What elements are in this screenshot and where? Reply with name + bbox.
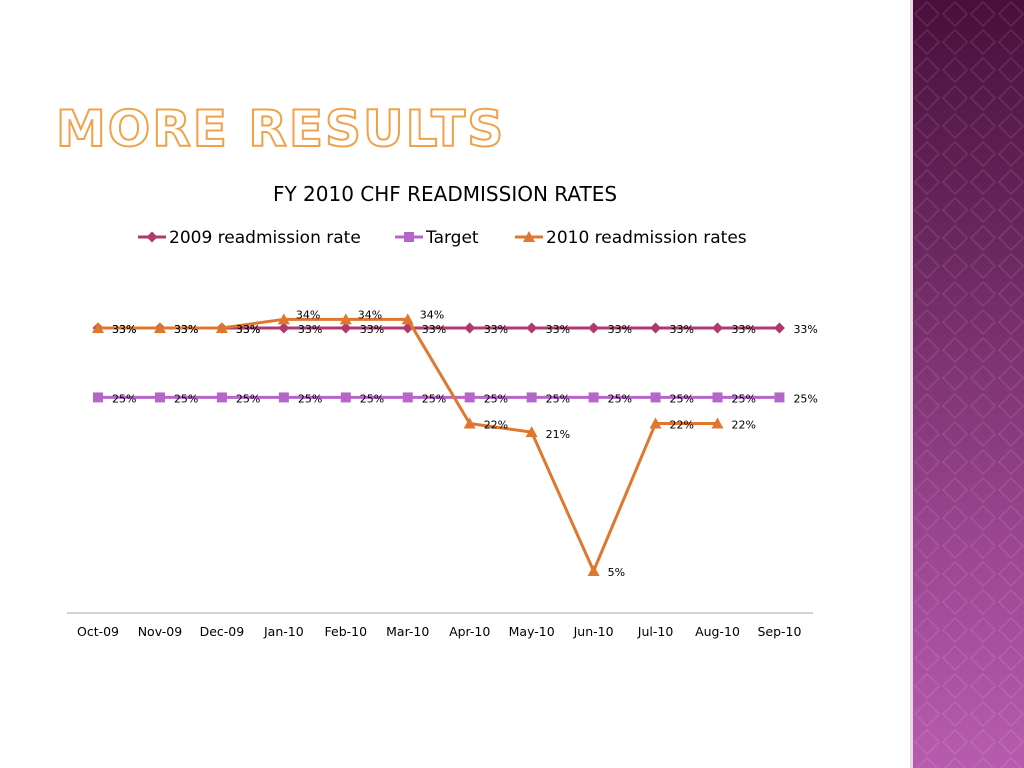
x-tick-label: Sep-10	[757, 624, 801, 639]
data-label: 22%	[670, 418, 694, 431]
data-label: 25%	[484, 392, 508, 405]
data-point	[650, 322, 662, 334]
data-point	[153, 322, 166, 333]
legend-item: Target	[395, 228, 479, 248]
data-label: 25%	[360, 392, 384, 405]
x-tick-label: Jul-10	[637, 624, 674, 639]
data-label: 34%	[358, 308, 382, 321]
x-tick-label: Oct-09	[77, 624, 119, 639]
data-point	[712, 322, 723, 334]
data-label: 33%	[112, 323, 136, 336]
data-label: 33%	[298, 323, 322, 336]
x-tick-labels: Oct-09 Nov-09 Dec-09 Jan-10 Feb-10 Mar-10 Apr-…	[77, 624, 801, 639]
data-label: 25%	[422, 392, 446, 405]
data-point	[401, 313, 414, 325]
data-point	[154, 392, 165, 403]
data-label: 22%	[484, 418, 508, 431]
data-label: 25%	[236, 392, 260, 405]
x-tick-label: Jun-10	[573, 624, 614, 639]
chart: FY 2010 CHF READMISSION RATES 2009 readm…	[60, 176, 830, 646]
series-layer: 33% 33% 33% 33% 33% 33% 33% 33% 33% 33% 33% 33%25% 2…	[92, 308, 818, 579]
data-point	[464, 392, 475, 403]
data-label: 34%	[420, 308, 444, 321]
side-panel-edge	[910, 0, 913, 768]
data-label: 25%	[112, 392, 136, 405]
data-point	[402, 392, 413, 403]
data-label: 5%	[608, 566, 625, 579]
slide-title: More Results	[55, 99, 506, 159]
legend-item: 2010 readmission rates	[515, 228, 747, 248]
legend-marker	[523, 231, 535, 242]
data-label: 34%	[296, 308, 320, 321]
data-label: 33%	[360, 323, 384, 336]
data-label: 25%	[670, 392, 694, 405]
data-point	[278, 322, 290, 334]
data-point	[773, 322, 785, 334]
data-label: 33%	[546, 323, 570, 336]
x-tick-label: Jan-10	[263, 624, 304, 639]
legend-label: 2010 readmission rates	[546, 228, 747, 248]
data-point	[277, 313, 290, 325]
data-label: 33%	[608, 323, 632, 336]
data-label: 22%	[732, 418, 756, 431]
data-point	[650, 392, 661, 403]
data-point	[711, 417, 724, 429]
legend: 2009 readmission rate Target 2010 readmiss…	[138, 228, 747, 248]
data-point	[525, 426, 538, 438]
data-point	[93, 392, 103, 403]
data-point	[92, 322, 104, 333]
data-point	[216, 392, 227, 403]
legend-marker	[404, 232, 414, 242]
x-tick-label: Mar-10	[386, 624, 429, 639]
data-point	[464, 322, 476, 334]
data-point	[340, 322, 352, 334]
decorative-side-panel	[913, 0, 1024, 768]
diamond-pattern	[913, 0, 1024, 768]
data-label: 33%	[793, 323, 817, 336]
data-point	[526, 392, 537, 403]
data-label: 25%	[793, 392, 817, 405]
series-2: 33% 33% 33% 34% 34% 34% 22% 21% 5% 22% 22%	[92, 308, 756, 579]
x-tick-label: Nov-09	[138, 624, 183, 639]
x-tick-label: Apr-10	[449, 624, 490, 639]
series-line	[98, 317, 718, 573]
x-tick-label: Dec-09	[200, 624, 245, 639]
data-point	[588, 392, 599, 403]
x-tick-label: Aug-10	[695, 624, 740, 639]
chart-title: FY 2010 CHF READMISSION RATES	[272, 182, 618, 206]
data-label: 25%	[732, 392, 756, 405]
data-label: 33%	[670, 323, 694, 336]
data-point	[649, 417, 662, 429]
x-tick-label: Feb-10	[325, 624, 368, 639]
data-point	[587, 565, 600, 576]
data-point	[712, 392, 723, 403]
data-point	[278, 392, 289, 403]
data-point	[215, 322, 228, 333]
data-label: 33%	[732, 323, 756, 336]
legend-marker	[146, 231, 158, 243]
data-label: 33%	[174, 323, 198, 336]
data-point	[774, 392, 785, 403]
data-point	[340, 392, 351, 403]
legend-label: Target	[425, 228, 479, 248]
data-label: 25%	[298, 392, 322, 405]
data-point	[526, 322, 538, 334]
data-point	[339, 313, 352, 325]
data-label: 21%	[546, 428, 570, 441]
x-tick-label: May-10	[509, 624, 555, 639]
data-label: 33%	[236, 323, 260, 336]
data-label: 33%	[422, 323, 446, 336]
data-point	[463, 417, 476, 429]
data-label: 25%	[546, 392, 570, 405]
data-label: 33%	[484, 323, 508, 336]
data-label: 25%	[174, 392, 198, 405]
series-1: 25% 25% 25% 25% 25% 25% 25% 25% 25% 25% 25% 25%	[93, 392, 818, 405]
legend-item: 2009 readmission rate	[138, 228, 361, 248]
legend-label: 2009 readmission rate	[169, 228, 361, 248]
data-label: 25%	[608, 392, 632, 405]
data-point	[588, 322, 600, 334]
line-chart: 2009 readmission rate Target 2010 readmiss…	[67, 228, 818, 639]
